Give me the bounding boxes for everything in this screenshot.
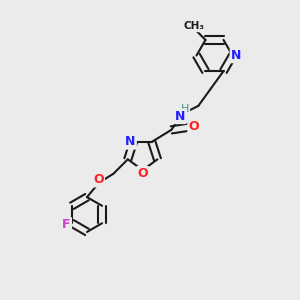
Text: F: F [62, 218, 71, 231]
Text: O: O [93, 173, 104, 186]
Text: H: H [181, 104, 189, 114]
Text: O: O [188, 120, 199, 134]
Text: O: O [137, 167, 148, 180]
Text: N: N [125, 135, 136, 148]
Text: N: N [175, 110, 185, 123]
Text: CH₃: CH₃ [184, 21, 205, 31]
Text: N: N [231, 49, 241, 62]
